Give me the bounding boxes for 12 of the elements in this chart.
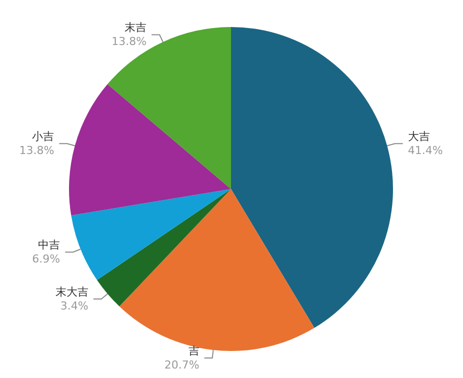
data-label: 20.7%: [164, 358, 200, 372]
data-label: 3.4%: [60, 300, 88, 312]
slice-label: 中吉: [38, 238, 60, 252]
slice-label: 大吉: [408, 130, 430, 144]
slice-label: 末吉: [124, 21, 147, 34]
data-label: 13.8%: [112, 35, 147, 48]
slice-label: 末大吉: [55, 286, 88, 298]
data-label: 41.4%: [408, 144, 443, 158]
slice-label: 吉: [188, 344, 200, 358]
slice-label: 小吉: [32, 130, 54, 144]
data-label: 6.9%: [32, 252, 60, 266]
data-label: 13.8%: [19, 144, 54, 158]
